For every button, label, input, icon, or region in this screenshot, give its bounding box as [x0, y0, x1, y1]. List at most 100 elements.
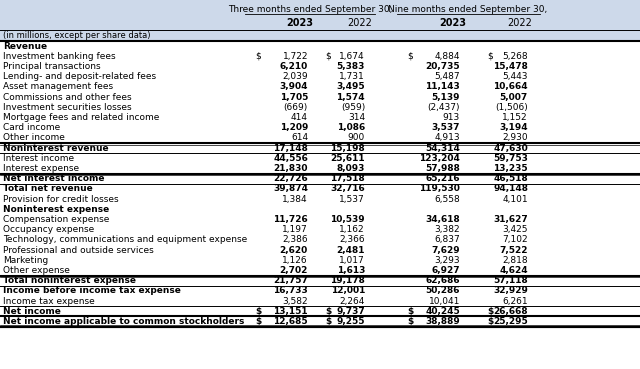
Text: 614: 614 — [291, 134, 308, 142]
Text: Investment banking fees: Investment banking fees — [3, 52, 116, 61]
Text: $: $ — [255, 52, 260, 61]
Text: Mortgage fees and related income: Mortgage fees and related income — [3, 113, 159, 122]
Text: 2,702: 2,702 — [280, 266, 308, 275]
Text: 7,629: 7,629 — [431, 246, 460, 255]
Text: 31,627: 31,627 — [493, 215, 528, 224]
Text: 44,556: 44,556 — [273, 154, 308, 163]
Text: 3,194: 3,194 — [499, 123, 528, 132]
Text: 2,366: 2,366 — [339, 235, 365, 244]
Text: 4,913: 4,913 — [435, 134, 460, 142]
Text: $: $ — [325, 52, 331, 61]
Text: 12,001: 12,001 — [331, 286, 365, 296]
Text: 13,151: 13,151 — [273, 307, 308, 316]
Text: Occupancy expense: Occupancy expense — [3, 225, 94, 234]
Text: Technology, communications and equipment expense: Technology, communications and equipment… — [3, 235, 247, 244]
Text: 5,007: 5,007 — [500, 93, 528, 101]
Text: Total net revenue: Total net revenue — [3, 184, 93, 193]
Text: 21,830: 21,830 — [273, 164, 308, 173]
Text: 2,620: 2,620 — [280, 246, 308, 255]
Text: 25,295: 25,295 — [493, 317, 528, 326]
Text: 4,624: 4,624 — [499, 266, 528, 275]
Text: 5,139: 5,139 — [431, 93, 460, 101]
Text: Investment securities losses: Investment securities losses — [3, 103, 132, 112]
Text: 1,126: 1,126 — [282, 256, 308, 265]
Text: $: $ — [255, 307, 261, 316]
Text: 59,753: 59,753 — [493, 154, 528, 163]
Text: 2,039: 2,039 — [282, 72, 308, 81]
Text: $: $ — [255, 317, 261, 326]
Text: Income before income tax expense: Income before income tax expense — [3, 286, 181, 296]
Text: 8,093: 8,093 — [337, 164, 365, 173]
Text: 6,837: 6,837 — [435, 235, 460, 244]
Text: Net income: Net income — [3, 307, 61, 316]
Text: Provision for credit losses: Provision for credit losses — [3, 194, 118, 204]
Text: 4,884: 4,884 — [435, 52, 460, 61]
Text: 15,198: 15,198 — [330, 144, 365, 153]
Text: 5,268: 5,268 — [502, 52, 528, 61]
Text: Noninterest revenue: Noninterest revenue — [3, 144, 109, 153]
Text: Three months ended September 30,: Three months ended September 30, — [228, 6, 392, 14]
Text: 6,261: 6,261 — [502, 297, 528, 306]
Text: 32,716: 32,716 — [330, 184, 365, 193]
Text: Income tax expense: Income tax expense — [3, 297, 95, 306]
Text: $: $ — [407, 317, 413, 326]
Text: 7,522: 7,522 — [499, 246, 528, 255]
Text: $: $ — [325, 307, 332, 316]
Text: 3,537: 3,537 — [431, 123, 460, 132]
Text: 62,686: 62,686 — [426, 276, 460, 285]
Text: Interest expense: Interest expense — [3, 164, 79, 173]
Text: 57,118: 57,118 — [493, 276, 528, 285]
Text: 7,102: 7,102 — [502, 235, 528, 244]
Text: Compensation expense: Compensation expense — [3, 215, 109, 224]
Text: 39,874: 39,874 — [273, 184, 308, 193]
Text: Professional and outside services: Professional and outside services — [3, 246, 154, 255]
Text: (in millions, except per share data): (in millions, except per share data) — [3, 31, 150, 40]
Text: 25,611: 25,611 — [330, 154, 365, 163]
Text: (1,506): (1,506) — [495, 103, 528, 112]
Text: 2,818: 2,818 — [502, 256, 528, 265]
Text: (959): (959) — [340, 103, 365, 112]
Text: 6,210: 6,210 — [280, 62, 308, 71]
Text: 2023: 2023 — [440, 18, 467, 28]
Text: 2,264: 2,264 — [340, 297, 365, 306]
Text: 414: 414 — [291, 113, 308, 122]
Text: 1,152: 1,152 — [502, 113, 528, 122]
Text: Interest income: Interest income — [3, 154, 74, 163]
Text: 21,757: 21,757 — [273, 276, 308, 285]
Text: Revenue: Revenue — [3, 42, 47, 51]
Text: 2022: 2022 — [348, 18, 372, 28]
Text: Principal transactions: Principal transactions — [3, 62, 100, 71]
Text: 9,255: 9,255 — [337, 317, 365, 326]
Text: 22,726: 22,726 — [273, 174, 308, 183]
Text: 119,530: 119,530 — [419, 184, 460, 193]
Text: Net interest income: Net interest income — [3, 174, 104, 183]
Text: Marketing: Marketing — [3, 256, 48, 265]
Text: 3,904: 3,904 — [280, 82, 308, 92]
Text: 1,722: 1,722 — [282, 52, 308, 61]
Text: Commissions and other fees: Commissions and other fees — [3, 93, 132, 101]
Text: $: $ — [487, 52, 493, 61]
Text: Nine months ended September 30,: Nine months ended September 30, — [388, 6, 548, 14]
Text: Noninterest expense: Noninterest expense — [3, 205, 109, 214]
Text: 32,929: 32,929 — [493, 286, 528, 296]
Text: $: $ — [325, 317, 332, 326]
Text: Lending- and deposit-related fees: Lending- and deposit-related fees — [3, 72, 156, 81]
Text: 3,495: 3,495 — [337, 82, 365, 92]
Text: 12,685: 12,685 — [273, 317, 308, 326]
Text: 10,664: 10,664 — [493, 82, 528, 92]
Bar — [0, 30, 640, 41]
Text: 17,518: 17,518 — [330, 174, 365, 183]
Text: 26,668: 26,668 — [493, 307, 528, 316]
Text: 13,235: 13,235 — [493, 164, 528, 173]
Text: 2,481: 2,481 — [337, 246, 365, 255]
Text: 38,889: 38,889 — [425, 317, 460, 326]
Text: 46,518: 46,518 — [493, 174, 528, 183]
Text: 1,162: 1,162 — [339, 225, 365, 234]
Text: Asset management fees: Asset management fees — [3, 82, 113, 92]
Text: 54,314: 54,314 — [425, 144, 460, 153]
Text: 1,574: 1,574 — [337, 93, 365, 101]
Text: 1,086: 1,086 — [337, 123, 365, 132]
Text: 314: 314 — [348, 113, 365, 122]
Text: 5,487: 5,487 — [435, 72, 460, 81]
Text: 1,731: 1,731 — [339, 72, 365, 81]
